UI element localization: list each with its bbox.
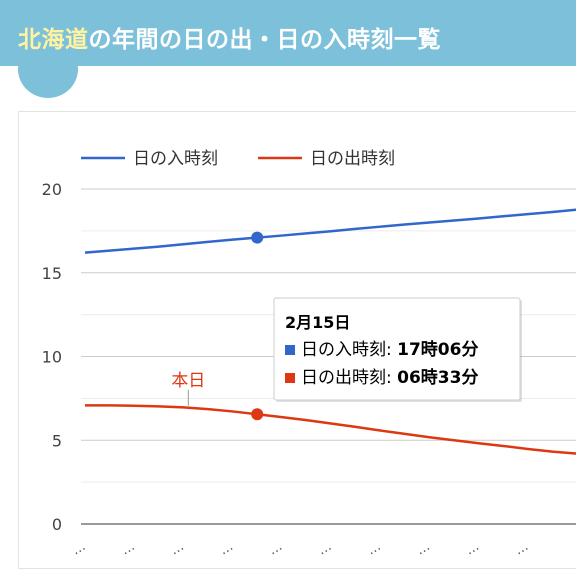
x-tick-label: … <box>266 539 285 558</box>
y-tick-label: 0 <box>52 515 62 534</box>
tooltip-date: 2月15日 <box>285 313 350 332</box>
x-tick-label: … <box>365 539 384 558</box>
x-tick-label: … <box>512 539 531 558</box>
focus-point-sunrise[interactable] <box>251 408 264 421</box>
title-highlight: 北海道 <box>18 27 89 53</box>
legend-label-sunrise[interactable]: 日の出時刻 <box>310 149 395 169</box>
page-title: 北海道の年間の日の出・日の入時刻一覧 <box>18 20 441 54</box>
y-tick-label: 20 <box>42 180 62 199</box>
tooltip-swatch <box>285 373 295 383</box>
tooltip-row-value: 17時06分 <box>397 339 478 360</box>
x-tick-label: … <box>463 539 482 558</box>
header-decoration-circle <box>18 40 78 98</box>
header-bar <box>0 0 576 66</box>
x-tick-label: … <box>168 539 187 558</box>
y-tick-label: 15 <box>42 264 62 283</box>
y-tick-label: 10 <box>42 348 62 367</box>
tooltip-row-label: 日の出時刻: <box>301 368 397 388</box>
x-tick-label: … <box>217 539 236 558</box>
tooltip-row: 日の入時刻: 17時06分 <box>301 339 478 360</box>
series-line-sunrise[interactable] <box>85 404 576 455</box>
x-tick-label: … <box>316 539 335 558</box>
tooltip-row-value: 06時33分 <box>397 367 478 388</box>
tooltip-row: 日の出時刻: 06時33分 <box>301 367 478 388</box>
title-text: の年間の日の出・日の入時刻一覧 <box>88 27 441 53</box>
tooltip-row-label: 日の入時刻: <box>301 340 397 360</box>
x-tick-label: … <box>70 539 89 558</box>
legend-label-sunset[interactable]: 日の入時刻 <box>133 149 218 169</box>
series-line-sunset[interactable] <box>84 208 576 254</box>
x-tick-label: … <box>119 539 138 558</box>
focus-point-sunset[interactable] <box>251 231 264 244</box>
y-tick-label: 5 <box>52 431 62 450</box>
tooltip-box <box>273 297 521 401</box>
today-marker-label: 本日 <box>171 371 205 391</box>
x-tick-label: … <box>414 539 433 558</box>
tooltip-swatch <box>285 345 295 355</box>
chart-card: 0 5 10 15 20 … … … … … … … … … … 日の入時刻 日の出時刻本日 2月15日日の入時刻… <box>18 111 576 569</box>
